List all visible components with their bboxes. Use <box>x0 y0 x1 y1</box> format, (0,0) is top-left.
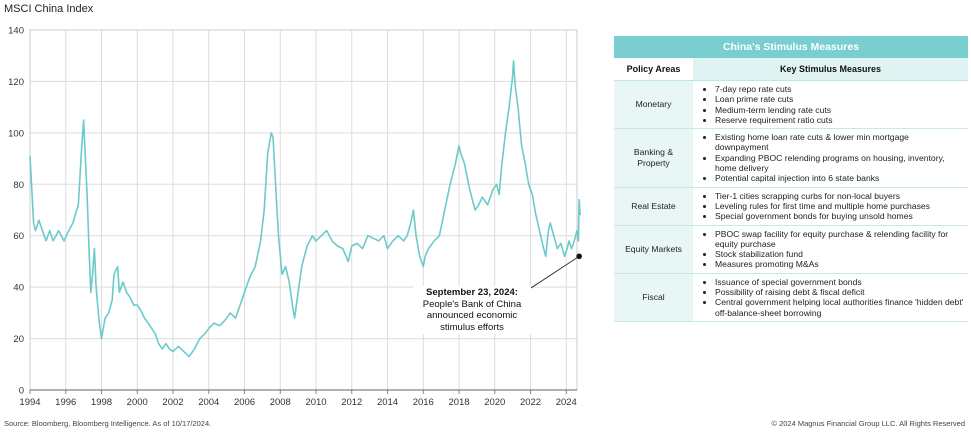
x-tick-label: 2010 <box>305 397 326 408</box>
measure-item: Reserve requirement ratio cuts <box>715 115 964 125</box>
policy-area-cell: Fiscal <box>614 273 693 322</box>
y-tick-label: 0 <box>19 386 24 397</box>
y-tick-label: 60 <box>13 231 24 242</box>
x-tick-label: 2006 <box>234 397 255 408</box>
table-row: Monetary7-day repo rate cutsLoan prime r… <box>614 80 968 130</box>
policy-area-cell: Banking & Property <box>614 128 693 188</box>
policy-area-cell: Real Estate <box>614 187 693 226</box>
measure-item: Tier-1 cities scrapping curbs for non-lo… <box>715 191 964 201</box>
table-body: Monetary7-day repo rate cutsLoan prime r… <box>614 80 968 322</box>
measure-item: Measures promoting M&As <box>715 259 964 269</box>
table-title: China's Stimulus Measures <box>614 36 968 58</box>
measure-item: 7-day repo rate cuts <box>715 84 964 94</box>
x-tick-label: 2022 <box>520 397 541 408</box>
annotation-box: September 23, 2024: People's Bank of Chi… <box>413 286 531 334</box>
measure-item: Leveling rules for first time and multip… <box>715 201 964 211</box>
measure-item: Loan prime rate cuts <box>715 94 964 104</box>
header-key-measures: Key Stimulus Measures <box>693 58 968 81</box>
measure-item: Medium-term lending rate cuts <box>715 105 964 115</box>
measures-list: PBOC swap facility for equity purchase &… <box>693 229 964 270</box>
annotation-line: stimulus efforts <box>440 321 504 333</box>
table-row: Banking & Property Existing home loan rat… <box>614 128 968 188</box>
x-tick-label: 1996 <box>55 397 76 408</box>
policy-area-cell: Equity Markets <box>614 225 693 274</box>
x-tick-label: 2020 <box>484 397 505 408</box>
measures-cell: Existing home loan rate cuts & lower min… <box>693 128 968 188</box>
x-tick-label: 2014 <box>377 397 398 408</box>
measures-cell: Issuance of special government bondsPoss… <box>693 273 968 322</box>
measure-item: Existing home loan rate cuts & lower min… <box>715 132 964 153</box>
y-tick-label: 20 <box>13 334 24 345</box>
axes: 0 20 40 60 80 100 120 140 1994 1996 1998 2000 2002 20… <box>8 26 577 408</box>
measure-item: PBOC swap facility for equity purchase &… <box>715 229 964 250</box>
measures-list: Existing home loan rate cuts & lower min… <box>693 132 964 183</box>
y-tick-label: 40 <box>13 283 24 294</box>
measures-cell: Tier-1 cities scrapping curbs for non-lo… <box>693 187 968 226</box>
measures-list: Tier-1 cities scrapping curbs for non-lo… <box>693 191 964 222</box>
table-header-row: Policy Areas Key Stimulus Measures <box>614 58 968 81</box>
measures-cell: 7-day repo rate cutsLoan prime rate cuts… <box>693 80 968 130</box>
stimulus-table: Policy Areas Key Stimulus Measures Monet… <box>614 58 968 322</box>
header-policy-areas: Policy Areas <box>614 58 693 81</box>
measures-list: 7-day repo rate cutsLoan prime rate cuts… <box>693 84 964 125</box>
measures-list: Issuance of special government bondsPoss… <box>693 277 964 318</box>
y-tick-label: 140 <box>8 26 24 37</box>
x-tick-label: 2002 <box>162 397 183 408</box>
annotation-leader <box>530 255 580 289</box>
series-line <box>29 60 581 358</box>
measure-item: Expanding PBOC relending programs on hou… <box>715 153 964 174</box>
annotation-marker <box>576 253 582 260</box>
measure-item: Central government helping local authori… <box>715 297 964 318</box>
x-tick-label: 2018 <box>448 397 469 408</box>
x-tick-label: 1994 <box>19 397 40 408</box>
table-row: Real Estate Tier-1 cities scrapping curbs… <box>614 187 968 226</box>
y-tick-label: 120 <box>8 77 24 88</box>
x-tick-label: 2016 <box>413 397 434 408</box>
annotation-line: People's Bank of China <box>422 298 522 310</box>
grid <box>29 29 578 391</box>
measure-item: Potential capital injection into 6 state… <box>715 173 964 183</box>
line-chart: 0 20 40 60 80 100 120 140 1994 1996 1998 2000 2002 20… <box>8 26 582 408</box>
annotation-title: September 23, 2024: <box>426 287 518 298</box>
measure-item: Stock stabilization fund <box>715 249 964 259</box>
policy-area-cell: Monetary <box>614 80 693 130</box>
x-tick-label: 2008 <box>270 397 291 408</box>
copyright-note: © 2024 Magnus Financial Group LLC. All R… <box>771 419 965 428</box>
series-layer <box>29 60 581 358</box>
measure-item: Possibility of raising debt & fiscal def… <box>715 287 964 297</box>
x-tick-label: 1998 <box>91 397 112 408</box>
table-row: FiscalIssuance of special government bon… <box>614 273 968 322</box>
x-tick-label: 2000 <box>127 397 148 408</box>
x-tick-label: 2004 <box>198 397 219 408</box>
x-tick-label: 2012 <box>341 397 362 408</box>
y-tick-label: 80 <box>13 180 24 191</box>
source-note: Source: Bloomberg, Bloomberg Intelligenc… <box>4 419 212 428</box>
table-row: Equity Markets PBOC swap facility for equ… <box>614 225 968 274</box>
annotation-line: announced economic <box>426 310 518 321</box>
y-tick-label: 100 <box>8 128 24 139</box>
stimulus-table-panel: China's Stimulus Measures Policy Areas K… <box>614 36 968 322</box>
x-tick-label: 2024 <box>556 397 577 408</box>
measure-item: Special government bonds for buying unso… <box>715 211 964 221</box>
chart-title: MSCI China Index <box>4 3 94 15</box>
annotation-layer <box>530 253 582 289</box>
measure-item: Issuance of special government bonds <box>715 277 964 287</box>
measures-cell: PBOC swap facility for equity purchase &… <box>693 225 968 274</box>
